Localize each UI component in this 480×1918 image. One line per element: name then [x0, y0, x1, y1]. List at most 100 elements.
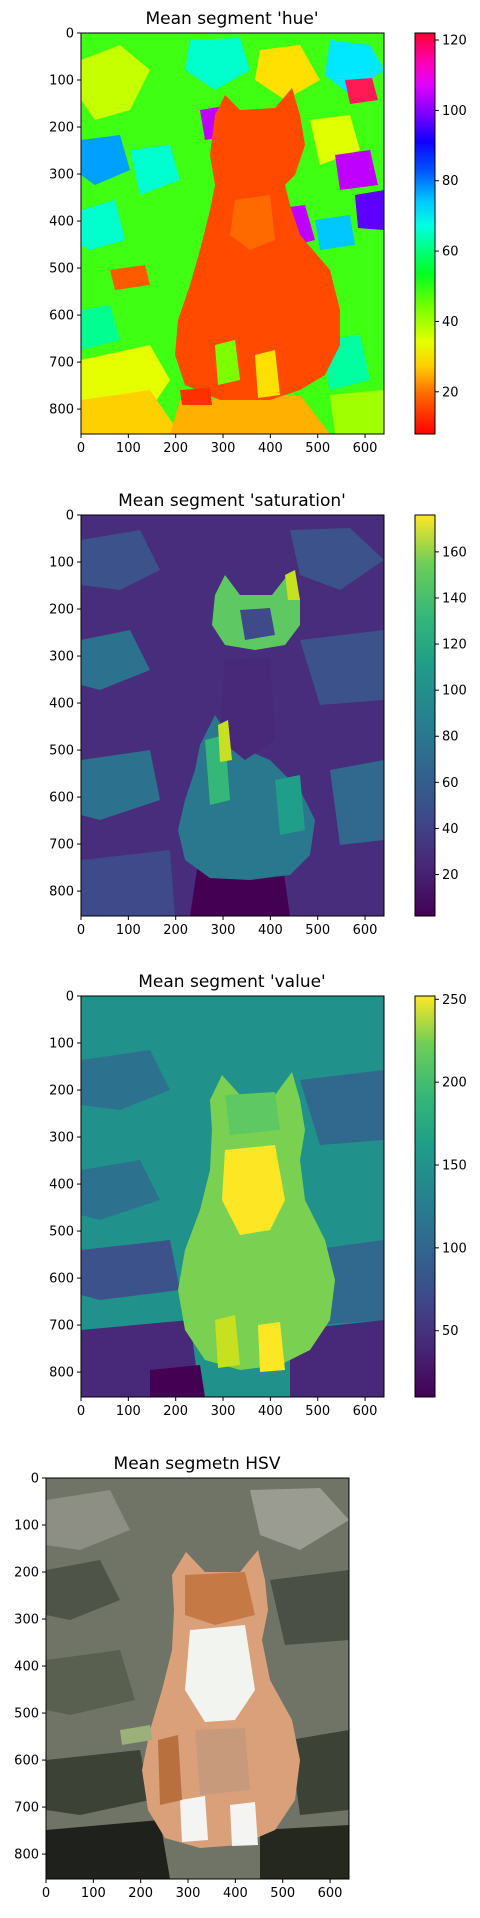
value-panel: Mean segment 'value' 0 100 200 300 400 500 600… — [49, 972, 467, 1419]
hue-colorbar-tick-label: 20 — [442, 385, 459, 400]
saturation-cat-leg — [275, 775, 305, 835]
hsv-segment — [46, 1560, 120, 1620]
saturation-ticks: 0 100 200 300 400 500 600 0 100 200 300 400 500 600 70… — [49, 509, 377, 939]
value-ytick-label: 500 — [49, 1225, 74, 1240]
saturation-ytick-label: 600 — [49, 791, 74, 806]
hsv-cat-chest — [185, 1625, 255, 1722]
saturation-colorbar-tick-label: 100 — [442, 684, 467, 699]
value-colorbar-tick-label: 250 — [442, 993, 467, 1008]
value-xtick-label: 400 — [258, 1404, 283, 1419]
hue-segment — [355, 190, 384, 230]
saturation-colorbar-ticks: 20 40 60 80 100 120 140 160 — [435, 545, 467, 883]
value-ytick-label: 600 — [49, 1272, 74, 1287]
value-cat-chest — [222, 1145, 285, 1235]
hsv-segment — [290, 1730, 349, 1815]
hue-colorbar-tick-label: 100 — [442, 104, 467, 119]
hue-xtick-label: 600 — [353, 441, 378, 456]
saturation-xtick-label: 200 — [163, 923, 188, 938]
value-segment — [81, 1050, 170, 1110]
value-colorbar-tick-label: 50 — [442, 1324, 459, 1339]
value-title: Mean segment 'value' — [138, 972, 325, 992]
hsv-cat-paw — [230, 1802, 258, 1846]
value-image — [81, 996, 384, 1397]
value-ytick-label: 0 — [66, 990, 74, 1005]
value-cat-leg — [215, 1315, 240, 1368]
hue-ticks: 0 100 200 300 400 500 600 0 100 200 300 400 500 600 70… — [49, 27, 377, 457]
saturation-cat-ear — [285, 570, 300, 600]
saturation-colorbar-tick-label: 80 — [442, 730, 459, 745]
value-ytick-label: 400 — [49, 1178, 74, 1193]
saturation-ytick-label: 300 — [49, 650, 74, 665]
value-ytick-label: 800 — [49, 1366, 74, 1381]
hue-cat-paw — [215, 340, 240, 385]
saturation-ytick-label: 500 — [49, 744, 74, 759]
hue-colorbar-tick-label: 80 — [442, 174, 459, 189]
value-xtick-label: 100 — [116, 1404, 141, 1419]
saturation-xtick-label: 500 — [305, 923, 330, 938]
value-xtick-label: 0 — [77, 1404, 85, 1419]
saturation-xtick-label: 0 — [77, 923, 85, 938]
hue-segment — [110, 265, 150, 290]
saturation-xtick-label: 400 — [258, 923, 283, 938]
hue-image — [81, 33, 384, 434]
hsv-segment — [46, 1750, 150, 1815]
hue-segment — [81, 135, 130, 185]
value-ytick-label: 200 — [49, 1084, 74, 1099]
hue-ytick-label: 200 — [49, 121, 74, 136]
hue-segment — [180, 388, 212, 405]
saturation-xtick-label: 300 — [211, 923, 236, 938]
value-segment — [81, 1240, 180, 1300]
hsv-xtick-label: 300 — [176, 1886, 201, 1901]
hsv-cat-head — [185, 1572, 255, 1625]
hue-segment — [310, 115, 360, 165]
hue-panel: Mean segment 'hue' — [49, 9, 467, 456]
value-xtick-label: 500 — [305, 1404, 330, 1419]
hue-ytick-label: 800 — [49, 403, 74, 418]
hue-segment — [81, 200, 125, 250]
saturation-cat-leg — [218, 720, 232, 762]
hsv-image — [46, 1478, 349, 1879]
value-segment — [300, 1070, 384, 1145]
saturation-colorbar-tick-label: 140 — [442, 591, 467, 606]
hue-ytick-label: 500 — [49, 262, 74, 277]
hsv-xtick-label: 100 — [81, 1886, 106, 1901]
hue-segment — [325, 40, 384, 95]
saturation-ytick-label: 100 — [49, 556, 74, 571]
value-cat-head — [225, 1092, 280, 1135]
value-segment — [150, 1365, 205, 1397]
hue-colorbar — [414, 32, 436, 435]
saturation-segment — [330, 760, 384, 845]
value-colorbar-tick-label: 150 — [442, 1159, 467, 1174]
hsv-segment — [46, 1650, 135, 1715]
hsv-panel: Mean segmetn HSV 0 100 200 300 400 500 600 0 100… — [14, 1454, 350, 1902]
hue-axes-frame — [80, 32, 385, 435]
saturation-colorbar-tick-label: 120 — [442, 638, 467, 653]
hue-xtick-label: 400 — [258, 441, 283, 456]
hsv-ytick-label: 100 — [14, 1519, 39, 1534]
value-colorbar — [414, 995, 436, 1398]
hsv-axes-frame — [45, 1477, 350, 1880]
saturation-ytick-label: 700 — [49, 838, 74, 853]
saturation-segment — [81, 530, 160, 590]
hue-xtick-label: 300 — [211, 441, 236, 456]
saturation-ytick-label: 200 — [49, 603, 74, 618]
hue-segment — [130, 145, 180, 195]
hue-segment — [81, 45, 150, 120]
value-axes-frame — [80, 995, 385, 1398]
saturation-ytick-label: 0 — [66, 509, 74, 524]
saturation-title: Mean segment 'saturation' — [118, 491, 346, 511]
saturation-ytick-label: 800 — [49, 885, 74, 900]
hue-cat-chest — [230, 195, 275, 250]
hsv-ticks: 0 100 200 300 400 500 600 0 100 200 300 400 500 600 70… — [14, 1472, 342, 1902]
hue-colorbar-ticks: 20 40 60 80 100 120 — [435, 34, 467, 400]
hue-ytick-label: 100 — [49, 74, 74, 89]
hue-ytick-label: 400 — [49, 215, 74, 230]
hsv-ytick-label: 400 — [14, 1660, 39, 1675]
hsv-ytick-label: 800 — [14, 1848, 39, 1863]
value-colorbar-tick-label: 100 — [442, 1241, 467, 1256]
saturation-cat-face — [240, 608, 275, 640]
hue-segment — [81, 305, 120, 350]
hue-colorbar-tick-label: 60 — [442, 245, 459, 260]
value-xtick-label: 200 — [163, 1404, 188, 1419]
